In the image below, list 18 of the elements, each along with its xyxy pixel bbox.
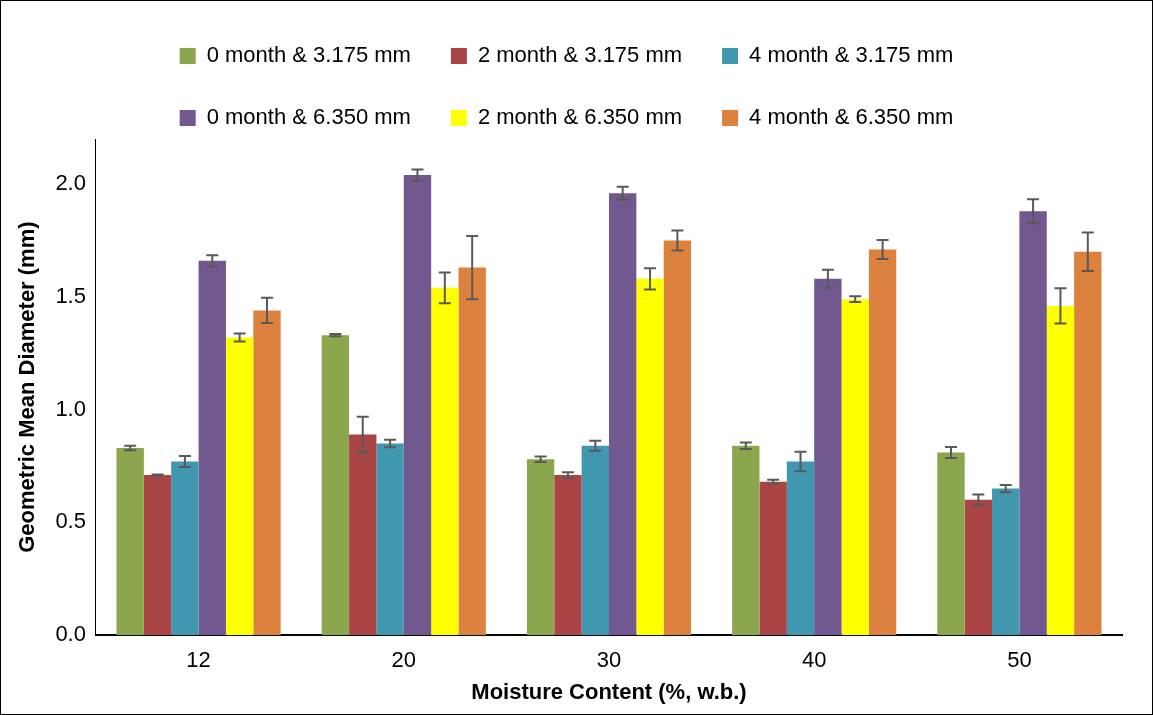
x-axis-title: Moisture Content (%, w.b.) xyxy=(471,678,747,704)
x-tick-label: 30 xyxy=(596,647,622,673)
legend-label: 0 month & 6.350 mm xyxy=(206,104,411,130)
y-tick-label: 1.0 xyxy=(55,395,86,421)
y-tick-label: 1.5 xyxy=(55,282,86,308)
y-axis-title: Geometric Mean Diameter (mm) xyxy=(14,221,40,553)
legend-label: 2 month & 6.350 mm xyxy=(477,104,683,130)
y-tick-label: 0.5 xyxy=(55,508,86,534)
y-tick-label: 2.0 xyxy=(55,170,86,196)
x-tick-label: 50 xyxy=(1007,647,1032,673)
legend-label: 0 month & 3.175 mm xyxy=(206,42,411,68)
x-tick-label: 12 xyxy=(186,647,211,673)
legend-label: 4 month & 6.350 mm xyxy=(749,104,954,130)
x-tick-label: 20 xyxy=(391,647,417,673)
legend-label: 4 month & 3.175 mm xyxy=(749,42,954,68)
x-tick-label: 40 xyxy=(801,647,827,673)
y-tick-label: 0.0 xyxy=(55,621,86,647)
legend-label: 2 month & 3.175 mm xyxy=(477,42,683,68)
